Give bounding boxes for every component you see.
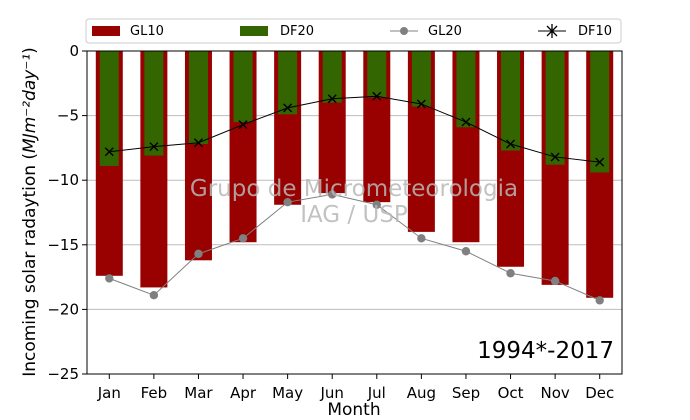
point-gl20 [105, 274, 114, 283]
line-gl20 [109, 193, 600, 301]
point-gl20 [194, 249, 203, 259]
point-gl20 [550, 276, 560, 286]
bar-df20 [411, 51, 431, 107]
legend-label-gl20: GL20 [428, 24, 462, 39]
legend-swatch-df20 [240, 26, 268, 36]
x-tick-label: Dec [585, 384, 614, 402]
x-tick-label: Aug [407, 384, 436, 402]
legend-swatch-gl10 [92, 26, 120, 36]
point-gl20 [149, 290, 159, 300]
y-tick-label: −15 [47, 236, 79, 254]
bars-layer [95, 51, 614, 298]
legend: GL10 DF20 GL20 DF10 [85, 18, 622, 44]
y-tick-label: −10 [47, 171, 79, 189]
x-tick-label: May [272, 384, 303, 402]
x-axis: Jan Feb Mar Apr May Jun Jul Aug Sep Oct Nov Dec [97, 374, 614, 402]
point-gl20 [417, 234, 426, 243]
point-df10 [550, 152, 560, 162]
bar-df20 [322, 51, 342, 103]
point-df10 [595, 157, 605, 167]
x-tick-label: Mar [184, 384, 213, 402]
legend-label-gl10: GL10 [130, 24, 164, 39]
x-tick-label: Apr [230, 384, 257, 402]
point-df10 [506, 139, 516, 149]
x-tick-label: Jun [319, 384, 343, 402]
point-df10 [461, 117, 471, 127]
point-gl20 [461, 247, 471, 256]
legend-marker-df10 [546, 24, 558, 38]
period-label: 1994*-2017 [477, 338, 614, 364]
y-axis-title: Incoming solar radaytion (MJm⁻²day⁻¹) [20, 47, 40, 377]
x-tick-label: Feb [141, 384, 168, 402]
legend-label-df20: DF20 [280, 24, 314, 39]
point-gl20 [372, 200, 381, 209]
x-tick-label: Sep [452, 384, 480, 402]
watermark-line-2: IAG / USP [300, 202, 408, 228]
bar-df20 [545, 51, 565, 165]
point-df10 [283, 103, 293, 113]
point-df10 [416, 99, 426, 109]
x-axis-title: Month [327, 400, 380, 420]
plot-frame [86, 50, 623, 375]
y-tick-label: 0 [69, 42, 79, 60]
bar-df20 [456, 51, 476, 128]
bar-df20 [233, 51, 253, 123]
point-gl20 [506, 269, 515, 278]
point-df10 [372, 91, 382, 101]
x-tick-label: Jan [97, 384, 121, 402]
line-df10 [109, 95, 600, 163]
lines-layer [104, 91, 605, 305]
legend-label-df10: DF10 [578, 24, 612, 39]
x-tick-label: Nov [540, 384, 569, 402]
point-gl20 [238, 234, 248, 243]
x-tick-label: Jul [367, 384, 386, 402]
x-tick-label: Oct [498, 384, 524, 402]
y-axis: 0 −5 −10 −15 −20 −25 [47, 42, 87, 383]
bar-df20 [188, 51, 208, 145]
legend-box [85, 18, 622, 44]
point-df10 [104, 147, 114, 157]
bar-df20 [144, 51, 164, 156]
y-tick-label: −20 [47, 300, 79, 318]
bar-df20 [501, 51, 521, 151]
point-df10 [327, 94, 337, 104]
bar-df20 [367, 51, 387, 98]
legend-marker-gl20 [400, 27, 408, 35]
point-gl20 [283, 197, 292, 207]
watermark-line-1: Grupo de Micrometeorologia [190, 176, 518, 202]
point-df10 [238, 120, 248, 130]
point-df10 [193, 138, 203, 148]
bar-df20 [99, 51, 119, 166]
bar-df20 [278, 51, 298, 115]
point-df10 [149, 142, 159, 152]
y-tick-label: −25 [47, 365, 79, 383]
point-gl20 [328, 190, 337, 199]
point-gl20 [595, 296, 604, 305]
bar-df20 [590, 51, 610, 173]
y-tick-label: −5 [57, 107, 79, 125]
